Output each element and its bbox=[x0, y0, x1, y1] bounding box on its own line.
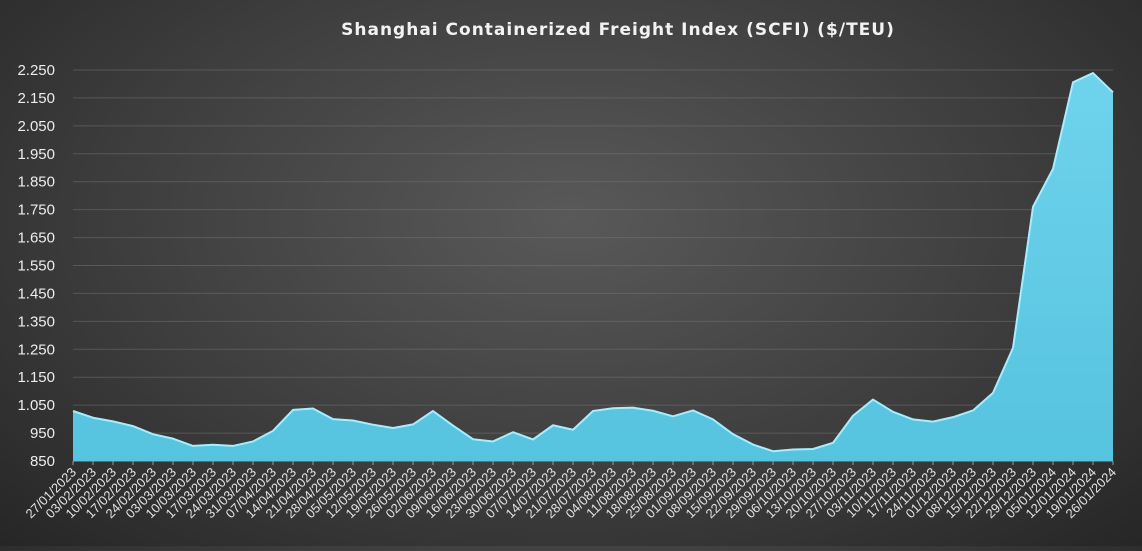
y-tick-label: 1.150 bbox=[17, 369, 55, 386]
x-axis: 27/01/202303/02/202310/02/202317/02/2023… bbox=[22, 461, 1119, 521]
y-tick-label: 1.050 bbox=[17, 397, 55, 414]
series-area bbox=[73, 73, 1113, 461]
gridlines bbox=[73, 69, 1113, 462]
y-tick-label: 1.950 bbox=[17, 146, 55, 163]
y-tick-label: 1.250 bbox=[17, 341, 55, 358]
y-tick-label: 2.150 bbox=[17, 90, 55, 107]
y-axis: 850 950 1.050 1.150 1.250 1.350 1.450 1.550 1.65… bbox=[17, 62, 55, 470]
y-tick-label: 850 bbox=[30, 453, 55, 470]
y-tick-label: 2.250 bbox=[17, 62, 55, 79]
y-tick-label: 1.750 bbox=[17, 202, 55, 219]
y-tick-label: 1.650 bbox=[17, 230, 55, 247]
y-tick-label: 1.850 bbox=[17, 174, 55, 191]
y-tick-label: 1.450 bbox=[17, 285, 55, 302]
series-line bbox=[72, 72, 1114, 453]
plot-area bbox=[72, 72, 1114, 461]
y-tick-label: 1.350 bbox=[17, 313, 55, 330]
y-tick-label: 2.050 bbox=[17, 118, 55, 135]
chart-title: Shanghai Containerized Freight Index (SC… bbox=[341, 20, 895, 40]
y-tick-label: 1.550 bbox=[17, 258, 55, 275]
y-tick-label: 950 bbox=[30, 425, 55, 442]
